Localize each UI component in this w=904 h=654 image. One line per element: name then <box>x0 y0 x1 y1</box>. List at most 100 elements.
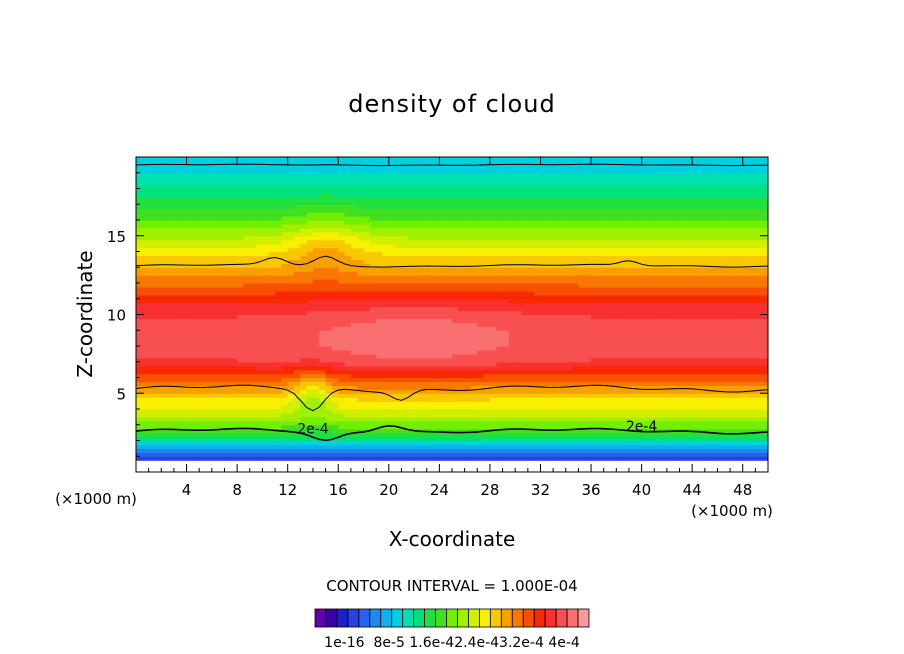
field-cell <box>470 444 478 449</box>
field-cell <box>173 314 181 320</box>
field-cell <box>692 432 700 438</box>
field-cell <box>420 334 428 339</box>
field-cell <box>521 448 529 453</box>
field-cell <box>306 385 314 390</box>
field-cell <box>749 346 756 351</box>
field-cell <box>597 412 605 418</box>
field-cell <box>610 298 617 304</box>
field-cell <box>749 393 756 398</box>
field-cell <box>161 263 169 268</box>
field-cell <box>673 322 681 327</box>
field-cell <box>211 342 219 347</box>
field-cell <box>711 389 719 394</box>
field-cell <box>199 349 207 355</box>
field-cell <box>275 432 282 438</box>
field-cell <box>256 393 263 398</box>
field-cell <box>711 397 719 402</box>
field-cell <box>578 409 586 414</box>
field-cell <box>515 318 523 323</box>
field-cell <box>268 334 276 339</box>
field-cell <box>350 279 358 284</box>
field-cell <box>647 310 655 316</box>
field-cell <box>685 440 693 446</box>
field-cell <box>325 275 333 280</box>
field-cell <box>211 440 219 446</box>
field-cell <box>755 302 763 308</box>
field-cell <box>622 275 630 280</box>
field-cell <box>591 353 598 359</box>
field-cell <box>420 286 428 292</box>
field-cell <box>363 353 371 359</box>
field-cell <box>527 424 535 430</box>
field-cell <box>154 318 162 323</box>
field-cell <box>483 393 491 398</box>
field-cell <box>281 369 289 375</box>
field-cell <box>452 405 459 410</box>
field-cell <box>186 338 194 343</box>
field-cell <box>755 369 763 375</box>
field-cell <box>616 373 624 379</box>
field-cell <box>445 412 453 418</box>
field-cell <box>559 279 567 284</box>
field-cell <box>275 456 282 461</box>
field-cell <box>730 346 737 351</box>
field-cell <box>578 436 586 442</box>
field-cell <box>319 385 327 390</box>
field-cell <box>142 267 150 272</box>
field-cell <box>502 377 510 383</box>
field-cell <box>167 420 175 426</box>
field-cell <box>376 440 384 446</box>
field-cell <box>755 444 763 449</box>
field-cell <box>237 393 245 398</box>
field-cell <box>262 361 270 367</box>
field-cell <box>616 452 624 457</box>
field-cell <box>230 381 238 386</box>
field-cell <box>508 428 516 434</box>
field-cell <box>546 432 554 438</box>
field-cell <box>376 326 384 331</box>
field-cell <box>603 298 611 304</box>
field-cell <box>294 326 301 331</box>
field-cell <box>515 409 523 414</box>
field-cell <box>414 353 421 359</box>
field-cell <box>755 298 763 304</box>
field-cell <box>496 294 504 300</box>
field-cell <box>401 409 409 414</box>
field-cell <box>635 440 643 446</box>
field-cell <box>477 393 485 398</box>
field-cell <box>224 314 232 320</box>
field-cell <box>199 448 207 453</box>
field-cell <box>420 302 428 308</box>
field-cell <box>622 361 630 367</box>
field-cell <box>515 310 523 316</box>
field-cell <box>603 302 611 308</box>
field-cell <box>148 444 156 449</box>
field-cell <box>249 432 257 438</box>
field-cell <box>186 342 194 347</box>
field-cell <box>319 271 327 276</box>
field-cell <box>363 306 371 312</box>
field-cell <box>369 416 377 422</box>
field-cell <box>407 440 415 446</box>
field-cell <box>331 326 339 331</box>
field-cell <box>401 432 409 438</box>
field-cell <box>338 298 346 304</box>
field-cell <box>331 342 339 347</box>
field-cell <box>711 338 719 343</box>
field-cell <box>527 357 535 363</box>
field-cell <box>584 338 592 343</box>
field-cell <box>730 385 737 390</box>
field-cell <box>161 334 169 339</box>
field-cell <box>161 279 169 284</box>
field-cell <box>445 310 453 316</box>
field-cell <box>306 393 314 398</box>
field-cell <box>388 342 396 347</box>
field-cell <box>192 267 200 272</box>
field-cell <box>534 389 542 394</box>
field-cell <box>761 405 768 410</box>
field-cell <box>749 409 756 414</box>
field-cell <box>154 444 162 449</box>
field-cell <box>660 365 668 371</box>
field-cell <box>192 342 200 347</box>
field-cell <box>136 401 143 406</box>
